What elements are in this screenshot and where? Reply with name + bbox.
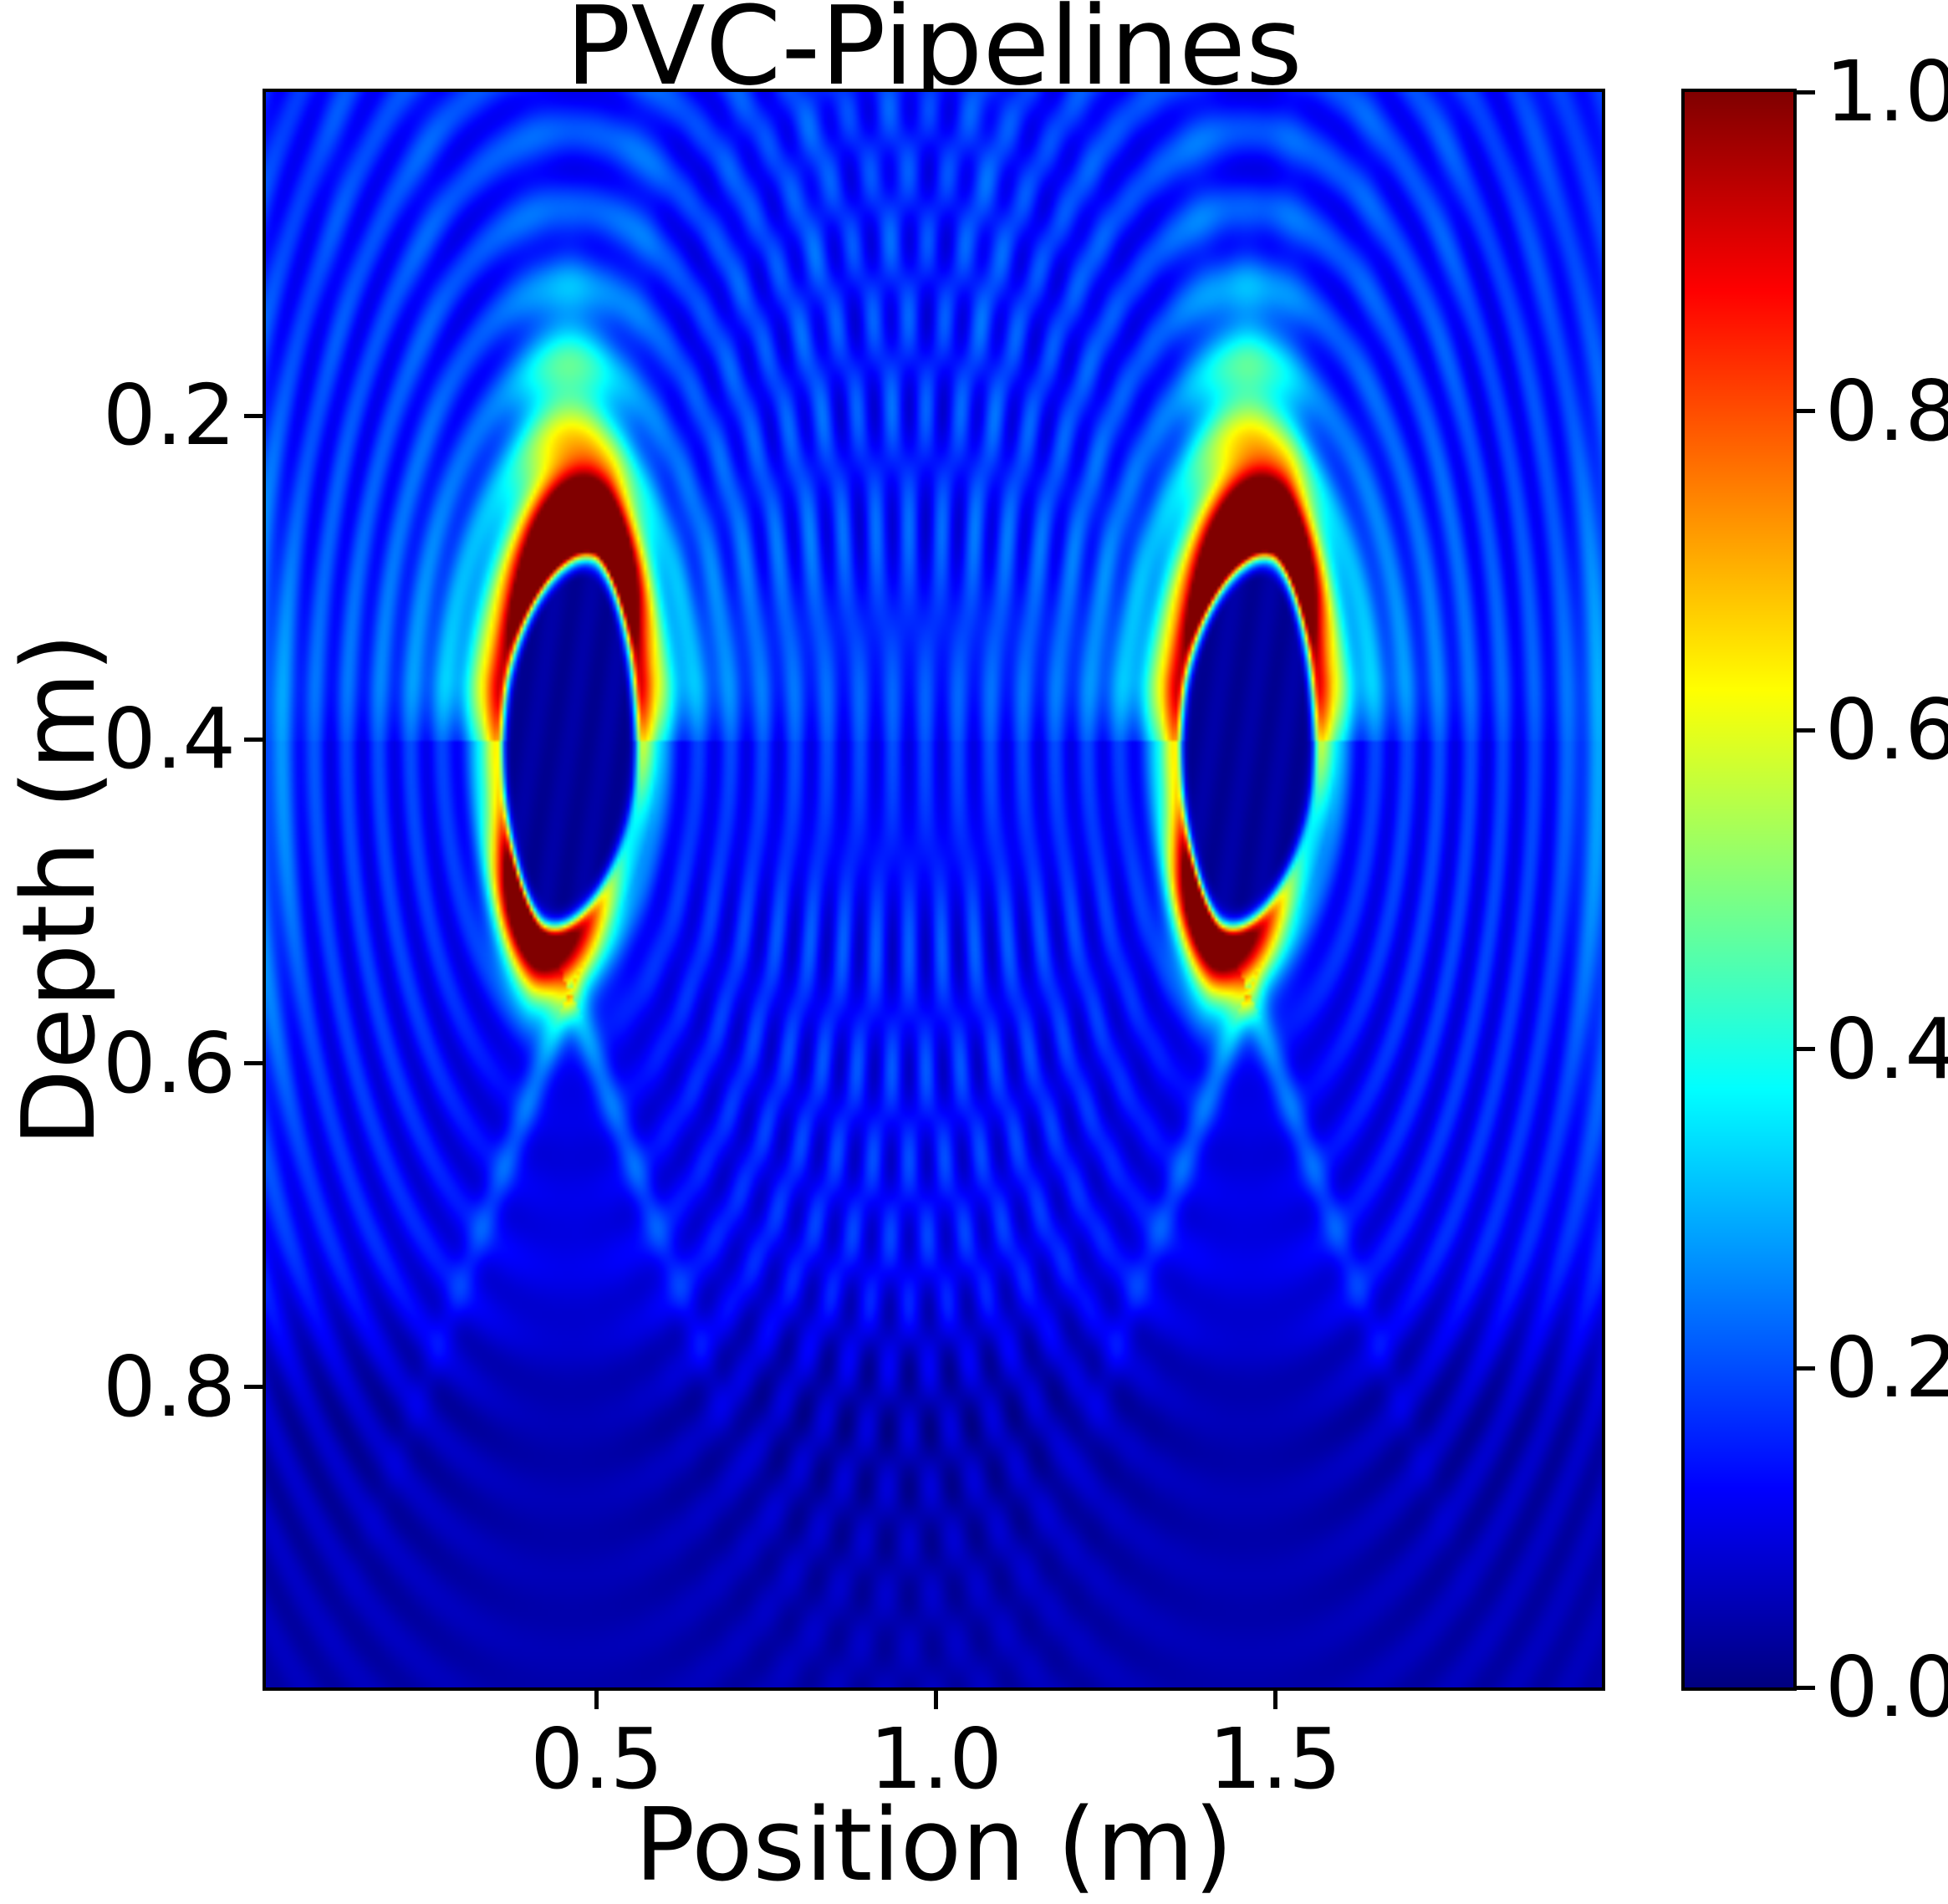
colorbar-tick-mark xyxy=(1797,1047,1815,1052)
x-axis-label: Position (m) xyxy=(635,1788,1233,1904)
y-tick-label: 0.4 xyxy=(102,690,236,789)
y-tick-mark xyxy=(244,1061,263,1066)
y-tick-label: 0.2 xyxy=(102,366,236,465)
x-tick-mark xyxy=(933,1691,938,1709)
colorbar-tick-label: 0.4 xyxy=(1825,999,1948,1098)
x-tick-mark xyxy=(594,1691,599,1709)
colorbar-tick-mark xyxy=(1797,1685,1815,1690)
x-tick-label: 1.5 xyxy=(1208,1710,1342,1808)
chart-title: PVC-Pipelines xyxy=(565,0,1303,110)
heatmap-canvas xyxy=(266,92,1602,1687)
y-tick-label: 0.8 xyxy=(102,1337,236,1436)
colorbar-tick-label: 0.0 xyxy=(1825,1638,1948,1736)
colorbar-tick-label: 0.6 xyxy=(1825,681,1948,779)
colorbar-tick-mark xyxy=(1797,1365,1815,1371)
y-tick-label: 0.6 xyxy=(102,1013,236,1112)
y-tick-mark xyxy=(244,413,263,418)
x-tick-mark xyxy=(1272,1691,1277,1709)
colorbar-tick-mark xyxy=(1797,89,1815,94)
x-tick-label: 0.5 xyxy=(530,1710,664,1808)
colorbar-tick-label: 0.2 xyxy=(1825,1319,1948,1417)
colorbar xyxy=(1685,92,1793,1687)
colorbar-tick-mark xyxy=(1797,409,1815,414)
colorbar-tick-label: 1.0 xyxy=(1825,43,1948,140)
colorbar-tick-mark xyxy=(1797,727,1815,733)
y-tick-mark xyxy=(244,1385,263,1390)
colorbar-tick-label: 0.8 xyxy=(1825,361,1948,460)
x-tick-label: 1.0 xyxy=(869,1710,1002,1808)
y-tick-mark xyxy=(244,737,263,742)
